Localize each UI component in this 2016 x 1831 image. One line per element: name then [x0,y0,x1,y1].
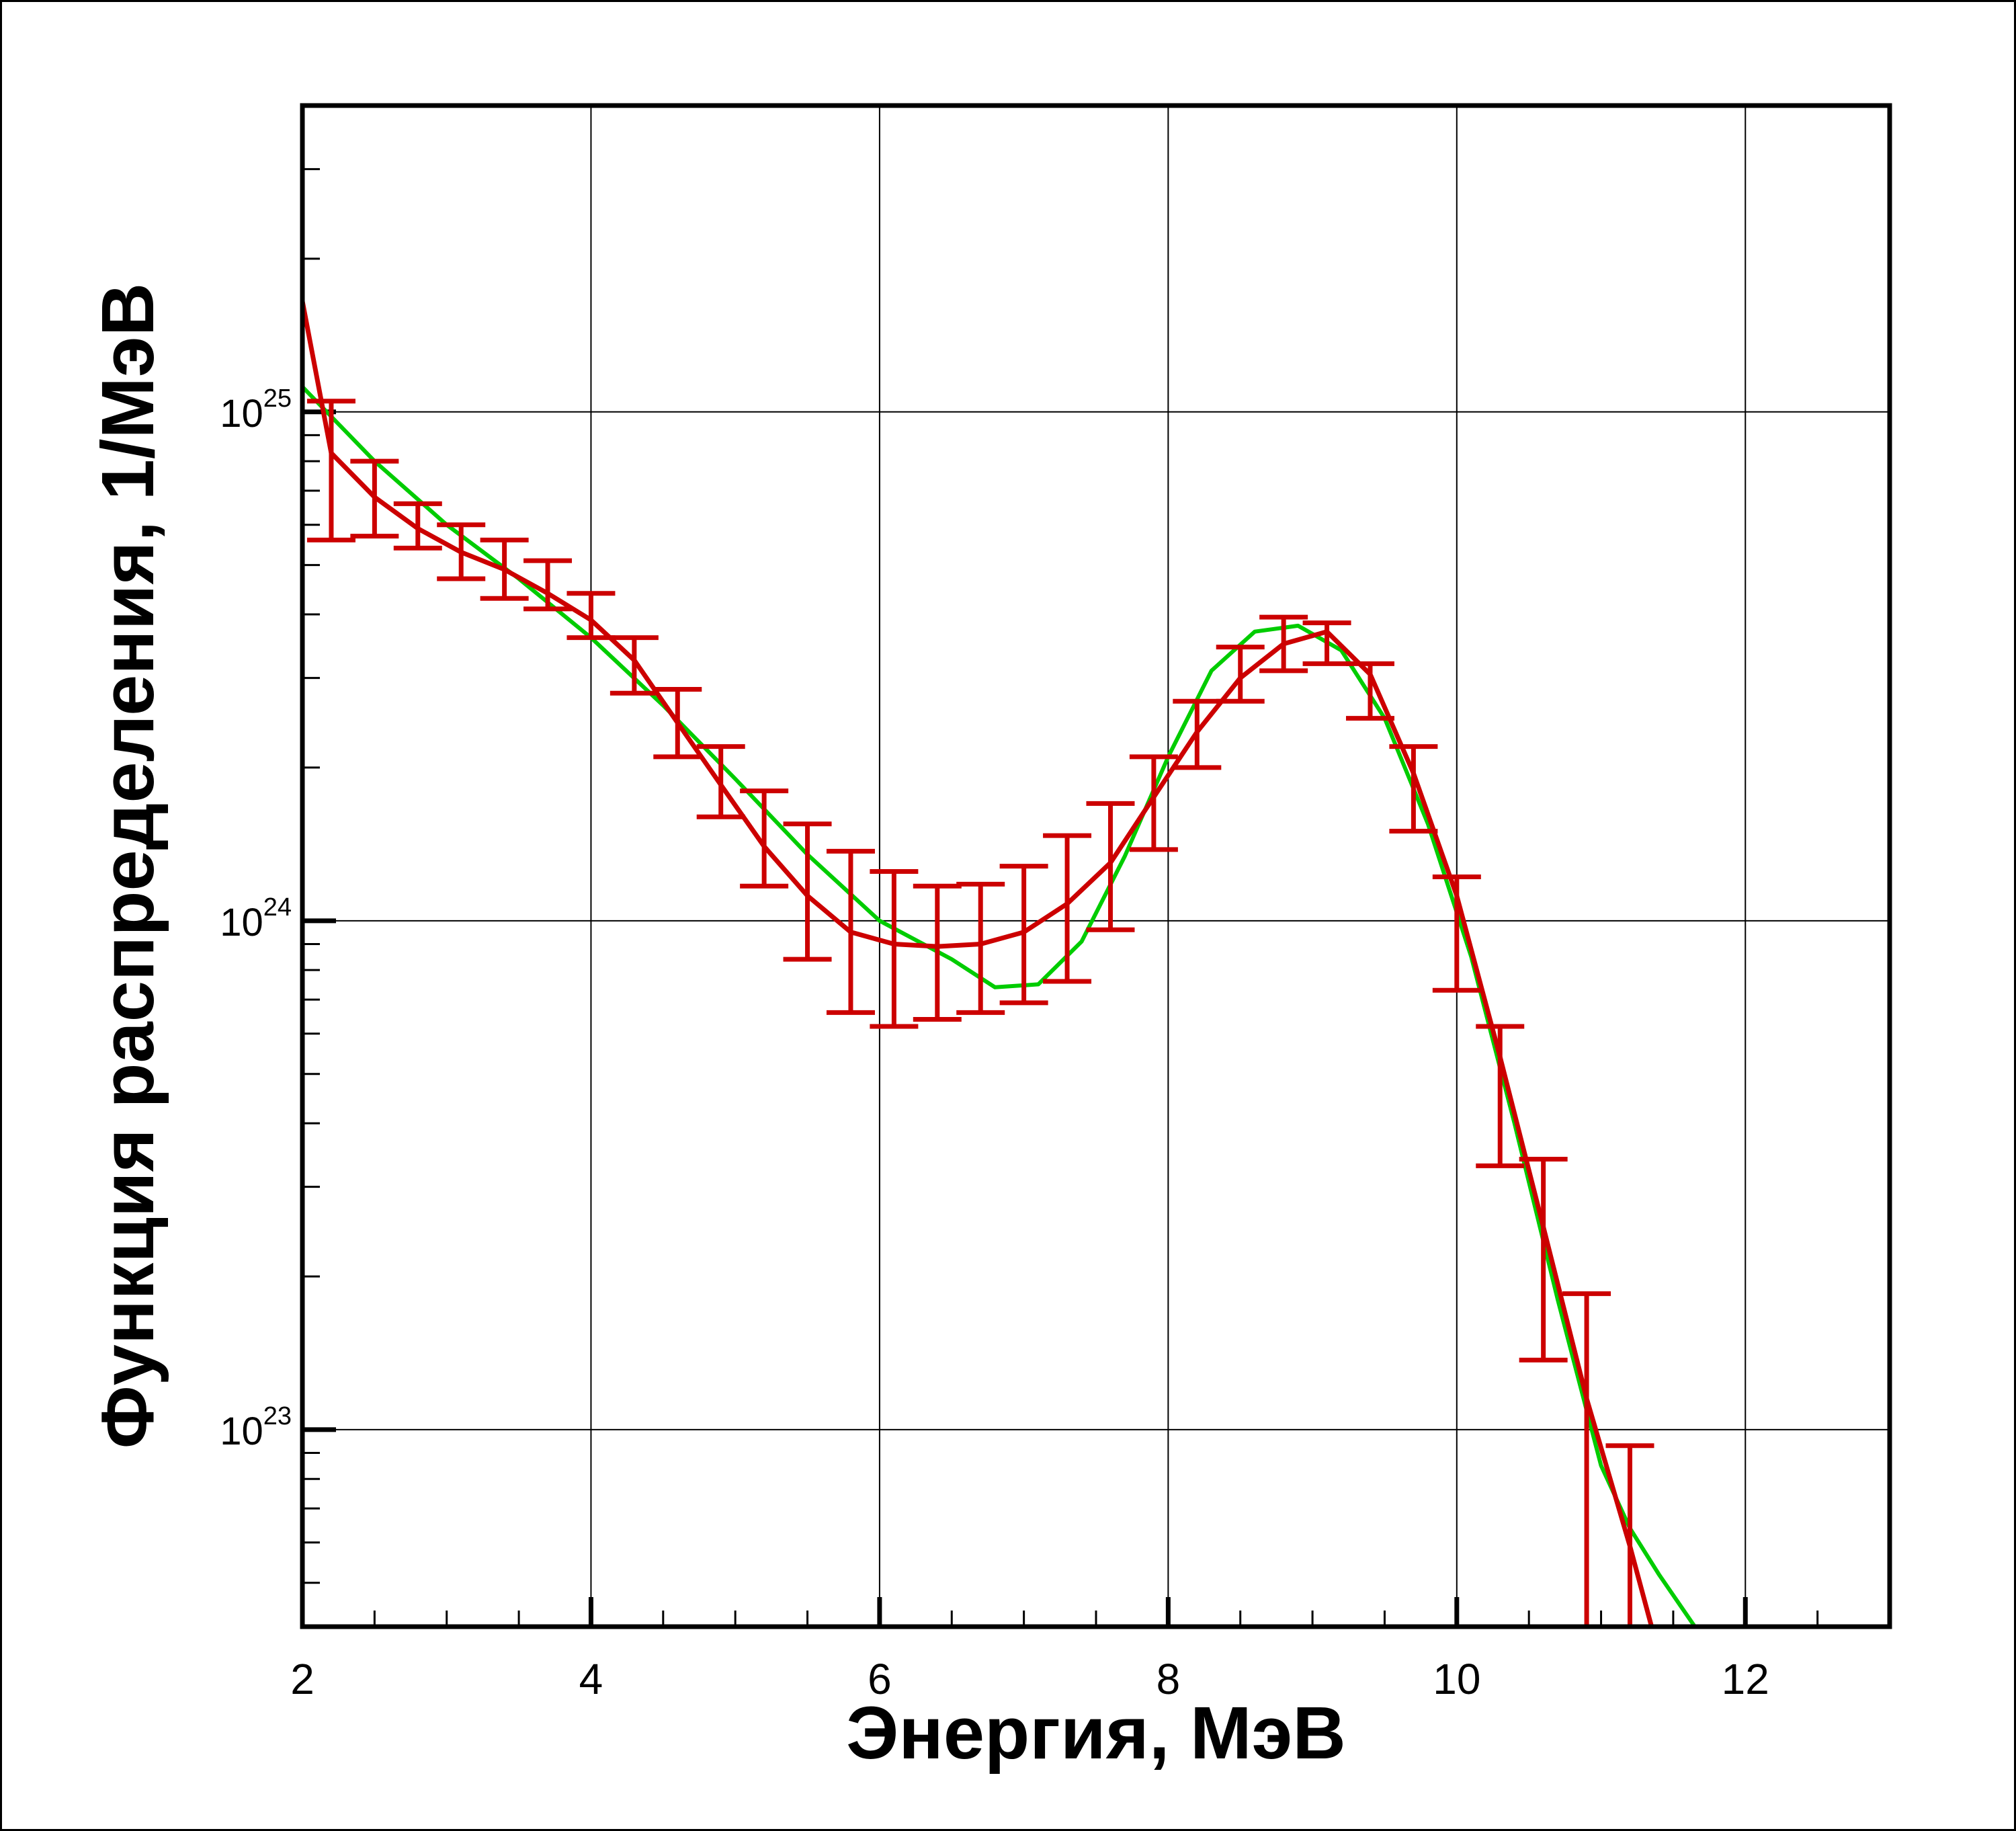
minor-ticks [302,104,1819,1627]
x-tick-label: 8 [1157,1655,1181,1703]
y-tick-label: 1025 [220,384,292,436]
x-tick-labels: 2 4 6 8 10 12 [290,1655,1769,1703]
x-tick-label: 4 [579,1655,603,1703]
y-tick-labels: 1023 1024 1025 [220,384,292,1453]
x-tick-label: 6 [868,1655,892,1703]
x-tick-label: 10 [1433,1655,1480,1703]
y-tick-label: 1023 [220,1402,292,1453]
plot-border [300,103,1892,1629]
grid [302,106,1890,1627]
data-curve-red [302,300,1654,1627]
y-tick-label: 1024 [220,893,292,944]
y-axis-title: Функция распределения, 1/МэВ [87,283,169,1449]
x-axis-title: Энергия, МэВ [846,1692,1346,1775]
series-layer [302,300,1697,1627]
x-tick-label: 2 [290,1655,314,1703]
major-ticks [300,409,1748,1627]
x-tick-label: 12 [1722,1655,1769,1703]
